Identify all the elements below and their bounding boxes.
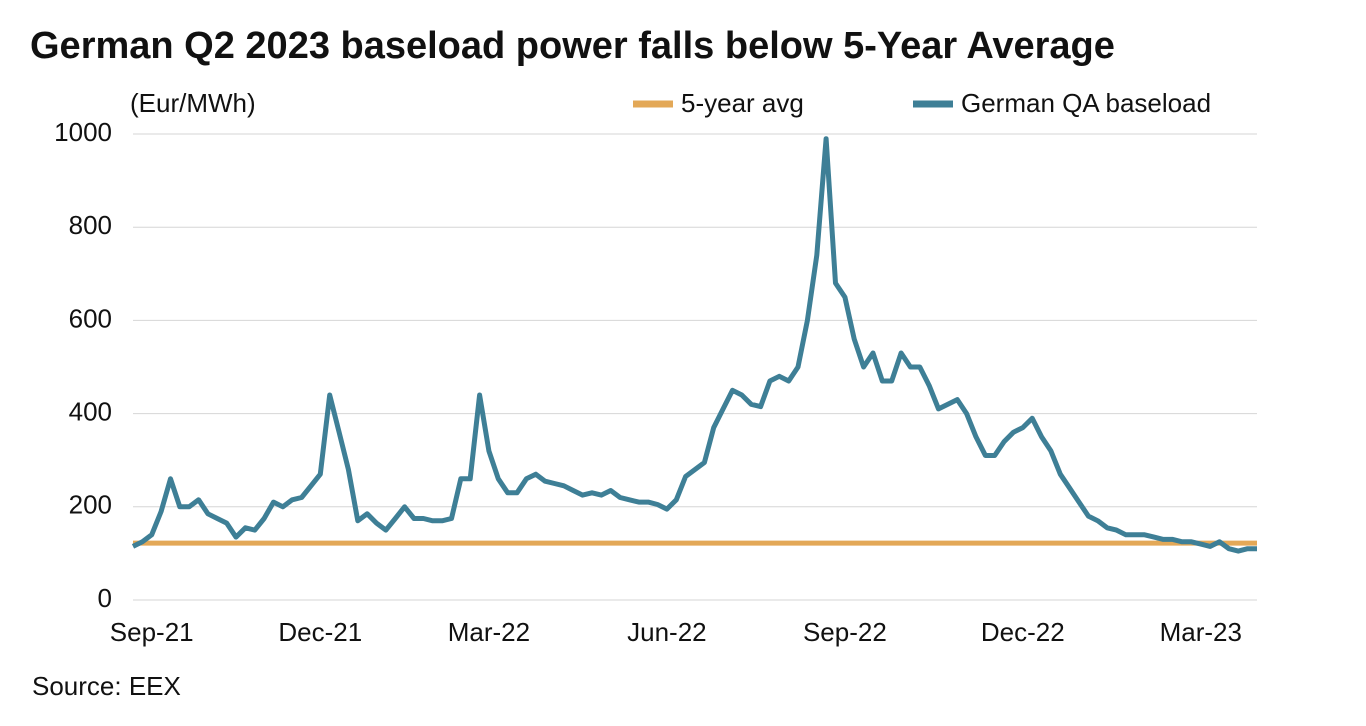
x-tick-label: Mar-22 bbox=[448, 617, 530, 647]
y-tick-label: 800 bbox=[69, 210, 112, 240]
y-tick-label: 1000 bbox=[54, 117, 112, 147]
y-tick-label: 200 bbox=[69, 490, 112, 520]
y-tick-label: 600 bbox=[69, 303, 112, 333]
legend-label: German QA baseload bbox=[961, 88, 1211, 118]
legend-label: 5-year avg bbox=[681, 88, 804, 118]
x-tick-label: Dec-21 bbox=[278, 617, 362, 647]
x-tick-label: Sep-21 bbox=[110, 617, 194, 647]
x-tick-label: Jun-22 bbox=[627, 617, 707, 647]
x-tick-label: Dec-22 bbox=[981, 617, 1065, 647]
x-tick-label: Mar-23 bbox=[1160, 617, 1242, 647]
y-axis-label: (Eur/MWh) bbox=[130, 88, 256, 118]
y-tick-label: 400 bbox=[69, 396, 112, 426]
x-tick-label: Sep-22 bbox=[803, 617, 887, 647]
chart-title: German Q2 2023 baseload power falls belo… bbox=[30, 25, 1115, 67]
y-tick-label: 0 bbox=[98, 583, 112, 613]
source: Source: EEX bbox=[32, 671, 181, 701]
data-line bbox=[131, 136, 1257, 554]
